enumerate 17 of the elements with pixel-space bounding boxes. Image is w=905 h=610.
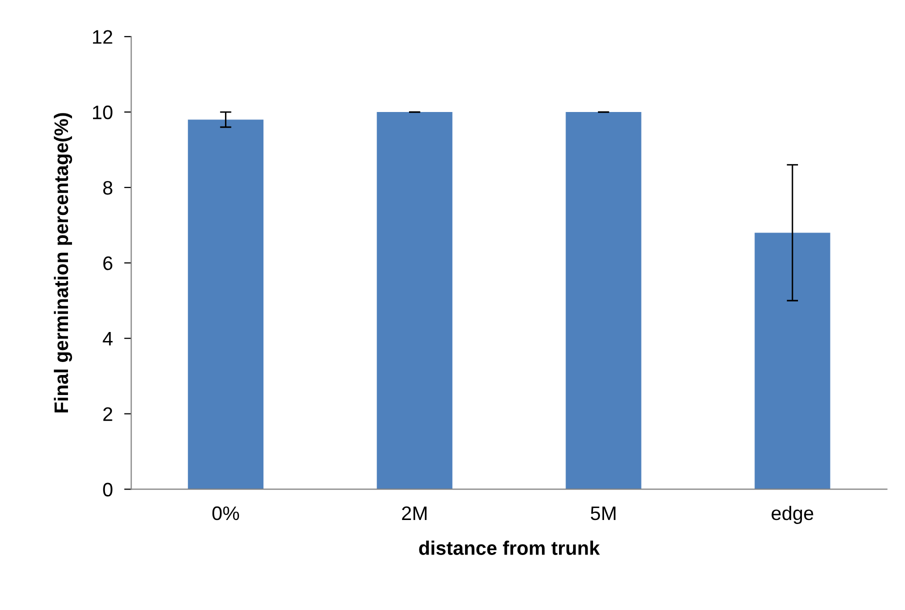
x-tick-label: 0% [212, 506, 240, 520]
bar [188, 120, 264, 490]
y-tick-label: 6 [103, 256, 112, 270]
y-axis-title: Final germination percentage(%) [54, 113, 72, 412]
bar [376, 112, 452, 490]
y-tick-label: 8 [103, 180, 112, 195]
bar [754, 232, 830, 490]
bar [566, 112, 642, 490]
x-tick-label: 2M [402, 506, 427, 520]
y-tick-label: 2 [103, 407, 112, 421]
y-tick-label: 12 [93, 30, 112, 44]
x-axis-title: distance from trunk [419, 540, 600, 555]
x-tick-label: edge [772, 506, 814, 524]
y-tick-label: 0 [103, 482, 112, 496]
y-tick-label: 10 [93, 106, 112, 120]
y-tick-label: 4 [102, 332, 113, 346]
x-tick-label: 5M [590, 506, 616, 520]
